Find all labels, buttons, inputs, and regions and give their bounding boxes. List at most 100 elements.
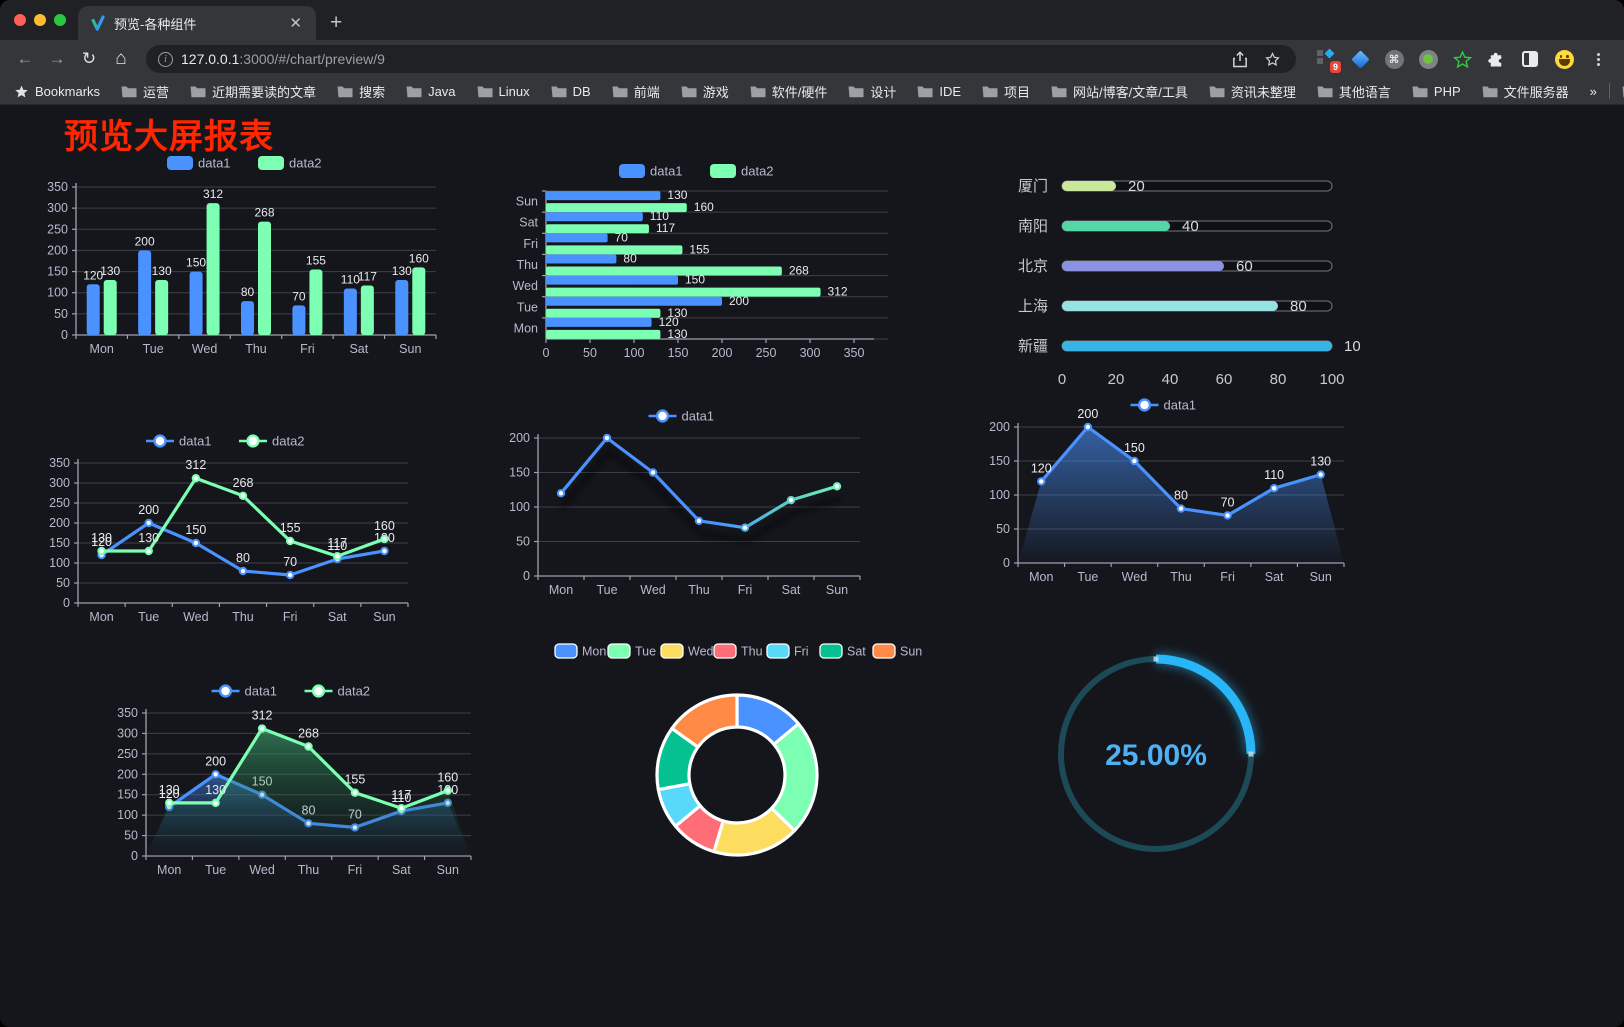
extension-badge: 9: [1329, 61, 1341, 73]
svg-text:130: 130: [667, 306, 687, 320]
donut-pie-chart[interactable]: Mon Tue Wed Thu Fri Sat Sun: [552, 635, 924, 897]
svg-text:130: 130: [91, 531, 112, 545]
svg-text:110: 110: [327, 539, 347, 553]
bookmark-item[interactable]: Linux: [477, 84, 530, 99]
browser-menu-icon[interactable]: [1586, 47, 1610, 71]
svg-text:data1: data1: [245, 684, 278, 699]
svg-text:0: 0: [523, 569, 530, 583]
basic-line-chart[interactable]: data1 data2 0 50 100 150 200 250 300 350 Mon Tue Wed…: [32, 425, 422, 637]
share-icon[interactable]: [1228, 47, 1252, 71]
bookmark-item[interactable]: 其他语言: [1317, 82, 1391, 101]
grouped-bar-chart[interactable]: data1 data2 0 50 100 150 200 250 300 350 Mon Tue Wed…: [34, 147, 446, 365]
bookmark-item[interactable]: 文件服务器: [1482, 82, 1569, 101]
folder-icon: [1482, 86, 1498, 97]
svg-text:Sun: Sun: [1310, 570, 1332, 584]
bookmark-item[interactable]: 资讯未整理: [1209, 82, 1296, 101]
bookmark-item[interactable]: 网站/博客/文章/工具: [1051, 82, 1188, 101]
extension-star-icon[interactable]: [1450, 47, 1474, 71]
svg-text:200: 200: [1077, 407, 1098, 421]
svg-text:130: 130: [205, 783, 226, 797]
bookmark-item[interactable]: 设计: [848, 82, 896, 101]
bookmark-item[interactable]: 前端: [612, 82, 660, 101]
svg-text:130: 130: [1310, 455, 1331, 469]
svg-text:data2: data2: [741, 164, 774, 179]
bookmark-item[interactable]: DB: [551, 84, 591, 99]
svg-text:50: 50: [124, 829, 138, 843]
svg-text:50: 50: [54, 307, 68, 321]
svg-text:Thu: Thu: [245, 342, 267, 356]
window-close-button[interactable]: [14, 14, 26, 26]
new-tab-button[interactable]: +: [330, 11, 343, 34]
bookmark-item[interactable]: Bookmarks: [14, 84, 100, 99]
bookmark-item[interactable]: PHP: [1412, 84, 1461, 99]
svg-text:250: 250: [49, 496, 70, 510]
double-area-line-chart[interactable]: data1 data2 0 50 100 150 200 250 300 350 Mon Tue Wed…: [100, 675, 485, 890]
svg-text:155: 155: [689, 242, 709, 256]
folder-icon: [848, 86, 864, 97]
extensions-puzzle-icon[interactable]: [1484, 47, 1508, 71]
city-progress-chart[interactable]: 厦门 20 南阳 40 北京 60 上海 80 新疆 100 0 20 40 60 80 100: [988, 160, 1369, 390]
svg-text:312: 312: [185, 458, 206, 472]
site-info-icon[interactable]: i: [158, 51, 173, 67]
svg-text:data1: data1: [650, 164, 683, 179]
forward-button[interactable]: →: [48, 49, 66, 68]
progress-gauge-chart[interactable]: 25.00%: [1038, 640, 1274, 872]
svg-text:80: 80: [241, 285, 255, 299]
gradient-line-chart[interactable]: data1 0 50 100 150 200 Mon Tue Wed Thu Fri Sat Sun: [492, 400, 874, 610]
back-button[interactable]: ←: [16, 49, 34, 68]
bookmark-item[interactable]: 近期需要读的文章: [190, 82, 316, 101]
svg-text:150: 150: [49, 536, 70, 550]
svg-text:0: 0: [131, 849, 138, 863]
area-line-chart[interactable]: data1 0 50 100 150 200 Mon Tue Wed Thu Fri Sat Sun 12…: [972, 389, 1358, 597]
svg-text:0: 0: [63, 596, 70, 610]
window-minimize-button[interactable]: [34, 14, 46, 26]
bookmark-star-icon[interactable]: [1260, 47, 1284, 71]
home-button[interactable]: ⌂: [115, 48, 127, 69]
url-host: 127.0.0.1: [181, 51, 240, 67]
reload-button[interactable]: ↻: [81, 49, 97, 68]
extension-gem-icon[interactable]: [1348, 47, 1372, 71]
svg-text:data2: data2: [272, 434, 305, 449]
svg-text:Mon: Mon: [582, 645, 606, 659]
svg-text:150: 150: [989, 454, 1010, 468]
svg-text:80: 80: [236, 551, 250, 565]
svg-text:150: 150: [685, 273, 705, 287]
bookmark-item[interactable]: 游戏: [681, 82, 729, 101]
browser-tab[interactable]: 预览-各种组件 ✕: [78, 6, 316, 40]
svg-text:70: 70: [292, 289, 306, 303]
svg-text:Mon: Mon: [1029, 570, 1053, 584]
extension-grid-icon[interactable]: 9: [1314, 47, 1341, 73]
folder-icon: [190, 86, 206, 97]
svg-text:300: 300: [117, 726, 138, 740]
bookmarks-overflow-chevron[interactable]: »: [1589, 83, 1597, 99]
svg-text:200: 200: [49, 516, 70, 530]
bookmark-item[interactable]: 软件/硬件: [750, 82, 827, 101]
bookmark-item[interactable]: Java: [406, 84, 456, 99]
bookmark-item[interactable]: IDE: [917, 84, 961, 99]
bookmark-item[interactable]: 搜索: [337, 82, 385, 101]
svg-text:150: 150: [1124, 441, 1145, 455]
extension-record-icon[interactable]: [1416, 47, 1440, 71]
legend: data1 data2: [211, 684, 370, 699]
svg-text:160: 160: [374, 519, 395, 533]
svg-text:117: 117: [358, 270, 377, 284]
bookmark-item[interactable]: 运营: [121, 82, 169, 101]
folder-icon: [681, 86, 697, 97]
horizontal-bar-chart[interactable]: data1 data2 0 50 100 150 200 250 300 350 Mon 120 130…: [498, 155, 898, 367]
tab-close-icon[interactable]: ✕: [289, 15, 302, 32]
address-bar[interactable]: i 127.0.0.1:3000/#/chart/preview/9: [146, 45, 1296, 73]
svg-text:Wed: Wed: [249, 863, 275, 877]
svg-text:160: 160: [409, 251, 429, 265]
svg-text:268: 268: [298, 727, 319, 741]
svg-text:新疆: 新疆: [1018, 338, 1048, 355]
svg-text:250: 250: [47, 222, 68, 236]
window-zoom-button[interactable]: [54, 14, 66, 26]
emoji-extension-icon[interactable]: [1552, 47, 1576, 71]
extension-command-icon[interactable]: ⌘: [1382, 47, 1406, 71]
svg-text:110: 110: [341, 272, 360, 286]
svg-text:150: 150: [185, 523, 206, 537]
split-view-icon[interactable]: [1518, 47, 1542, 71]
svg-text:200: 200: [138, 503, 159, 517]
svg-text:100: 100: [509, 500, 530, 514]
bookmark-item[interactable]: 项目: [982, 82, 1030, 101]
